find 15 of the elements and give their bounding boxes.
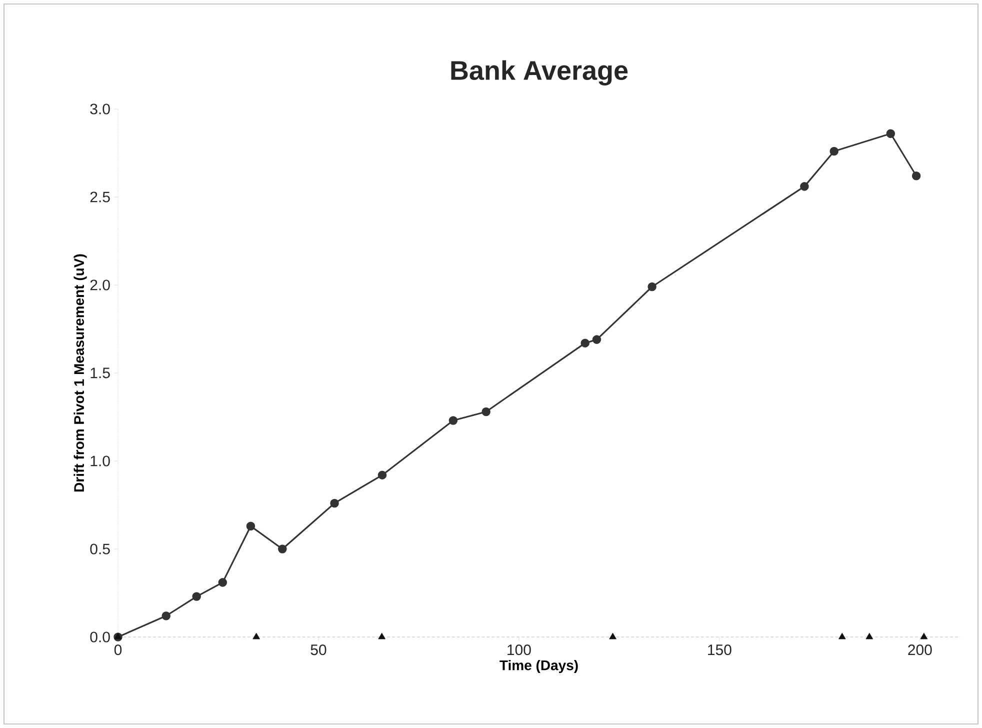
y-tick-label: 2.5 (90, 192, 110, 202)
y-tick-label: 2.0 (90, 280, 110, 290)
y-tick-label: 0.5 (90, 544, 110, 554)
y-tick-label: 1.0 (90, 456, 110, 466)
x-tick-label: 100 (508, 644, 531, 656)
y-tick-label: 0.0 (90, 632, 110, 642)
y-axis-title: Drift from Pivot 1 Measurement (uV) (74, 254, 87, 492)
x-axis-title: Time (Days) (500, 660, 578, 674)
x-tick-label: 150 (708, 644, 732, 656)
y-tick-label: 1.5 (90, 368, 110, 378)
chart-title: Bank Average (451, 60, 628, 86)
y-tick-label: 3.0 (90, 104, 110, 114)
x-tick-label: 0 (114, 644, 122, 656)
x-tick-label: 50 (310, 644, 326, 656)
x-tick-label: 200 (908, 644, 932, 656)
